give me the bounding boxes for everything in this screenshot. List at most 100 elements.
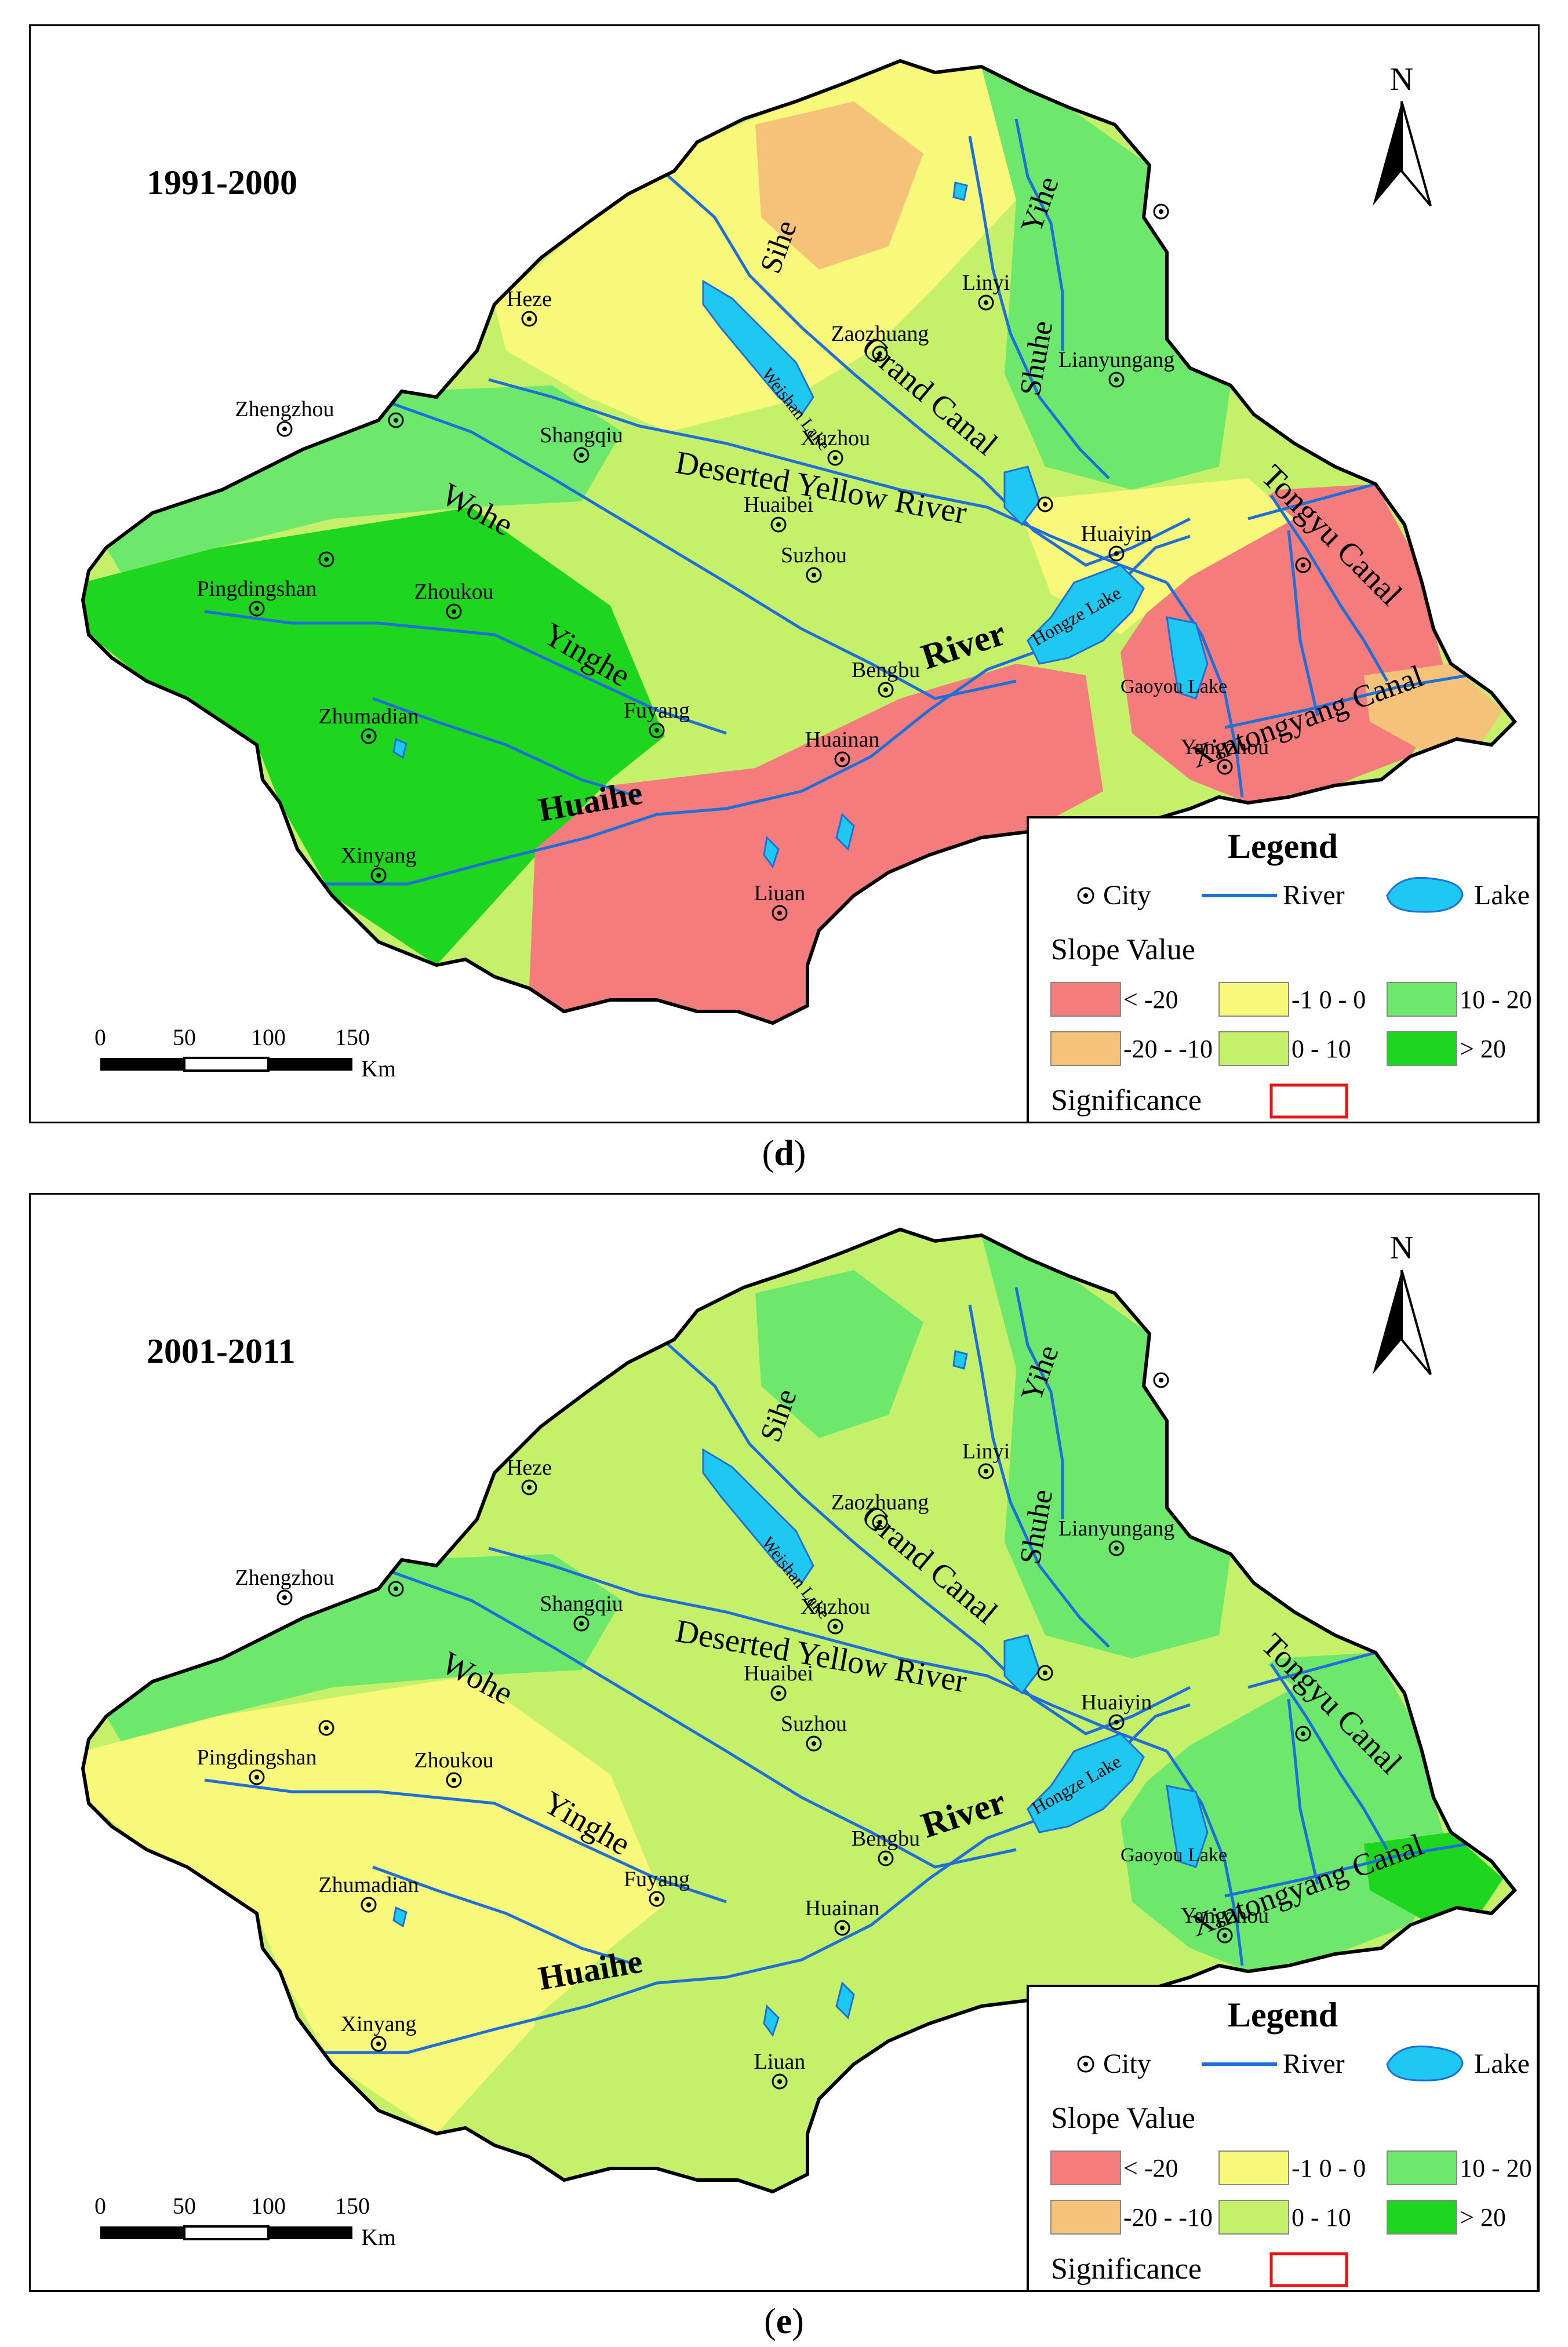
city-symbol xyxy=(1108,1714,1125,1730)
legend-class-label: < -20 xyxy=(1123,2154,1178,2182)
legend-lake-icon xyxy=(1386,2045,1464,2082)
river-line xyxy=(1269,1663,1389,1851)
legend-class-label: -1 0 - 0 xyxy=(1291,985,1366,1014)
city-dot xyxy=(1223,765,1227,769)
city-dot xyxy=(324,1726,329,1730)
north-label: N xyxy=(1390,1230,1413,1266)
city-symbol xyxy=(872,1514,888,1530)
basin-outline-e xyxy=(81,1227,1518,2194)
scale-segment xyxy=(183,1057,270,1072)
city-dot xyxy=(1114,377,1119,382)
river-line xyxy=(968,136,1110,479)
legend-swatch-c_lt_n20 xyxy=(1050,2150,1121,2185)
city-symbol xyxy=(1108,545,1125,562)
river-line xyxy=(1224,1842,1469,1898)
legend-class-label: 0 - 10 xyxy=(1291,2203,1351,2232)
city-label: Xinyang xyxy=(341,2012,417,2036)
slope-zone-west xyxy=(83,1676,697,2134)
legend-swatch-c_n20_n10 xyxy=(1050,1031,1121,1066)
legend-city-icon xyxy=(1077,887,1094,904)
caption-d: (d) xyxy=(762,1134,806,1173)
legend-title: Legend xyxy=(1228,1996,1338,2034)
city-dot xyxy=(812,1741,816,1746)
north-arrow-left xyxy=(1373,101,1402,206)
city-label: Fuyang xyxy=(624,698,690,723)
city-symbol xyxy=(277,421,293,437)
scale-tick-label: 100 xyxy=(251,1024,286,1050)
slope-zone-northeast xyxy=(981,67,1231,490)
lake-shape xyxy=(952,181,968,201)
city-dot xyxy=(777,2079,782,2084)
city-dot xyxy=(840,1926,845,1930)
lake-shape xyxy=(702,279,814,416)
city-symbol xyxy=(388,1581,404,1597)
legend-class-label: -1 0 - 0 xyxy=(1291,2154,1366,2182)
city-label: Huaiyin xyxy=(1081,1690,1152,1715)
city-symbol xyxy=(1037,1665,1053,1681)
city-label: Huaibei xyxy=(744,493,813,517)
river-line xyxy=(661,1338,1191,1735)
city-label: Zhumadian xyxy=(318,1873,419,1897)
city-dot xyxy=(777,911,782,915)
river-line xyxy=(390,1570,1017,1869)
scale-bar: 0 50 100 150 Km xyxy=(94,1024,396,1082)
river-line xyxy=(1165,1750,1244,1966)
legend-class-label: 0 - 10 xyxy=(1291,1035,1351,1063)
legend-river-label: River xyxy=(1283,880,1345,911)
city-symbol xyxy=(573,1615,590,1632)
legend-significance-label: Significance xyxy=(1051,1084,1202,1117)
feature-label-gaoyou_lake: Gaoyou Lake xyxy=(1120,1844,1227,1866)
legend-significance-swatch xyxy=(1269,2252,1348,2287)
scale-tick-label: 100 xyxy=(251,2193,286,2219)
city-dot xyxy=(452,1778,456,1782)
city-dot xyxy=(654,728,659,733)
city-symbol xyxy=(446,603,462,620)
city-dot xyxy=(840,757,845,762)
lake-shape xyxy=(835,1981,855,2019)
legend-lake-label: Lake xyxy=(1474,880,1530,911)
city-symbol xyxy=(978,294,994,311)
city-symbol xyxy=(277,1589,293,1606)
city-label: Zhengzhou xyxy=(235,1566,334,1590)
legend-swatch-c_lt_n20 xyxy=(1050,982,1121,1017)
city-dot xyxy=(324,557,329,562)
city-dot xyxy=(1043,502,1047,507)
city-symbol xyxy=(370,867,387,883)
city-label: Heze xyxy=(507,287,552,311)
city-symbol xyxy=(521,1479,537,1495)
lake-shape xyxy=(392,1906,408,1928)
legend-swatch-c0_10 xyxy=(1218,1031,1289,1066)
city-label: Huainan xyxy=(805,727,880,752)
slope-zone-northpatch xyxy=(755,101,923,270)
river-line xyxy=(372,1865,640,1967)
city-dot xyxy=(1114,1546,1119,1551)
city-symbol xyxy=(772,2073,788,2090)
north-arrow-icon: N xyxy=(1373,1230,1432,1376)
city-label: Xuzhou xyxy=(801,1595,870,1619)
city-dot xyxy=(1114,551,1119,556)
legend-title: Legend xyxy=(1228,827,1338,865)
scale-tick-label: 0 xyxy=(94,2193,106,2219)
city-dot xyxy=(376,873,381,878)
scale-segment xyxy=(100,2226,184,2239)
city-dot xyxy=(282,427,287,431)
city-dot xyxy=(282,1595,287,1600)
river-line xyxy=(1224,674,1469,729)
river-line xyxy=(1247,482,1376,521)
legend-class-label: 10 - 20 xyxy=(1460,985,1532,1014)
city-symbol xyxy=(1295,1726,1311,1742)
slope-zone-northwest xyxy=(106,385,622,577)
city-dot xyxy=(366,734,371,738)
slope-zone-northeast xyxy=(981,1235,1231,1658)
map-panel-e: Heze Linyi Zaozhuang Lianyungang Zhengzhou Sh… xyxy=(29,1193,1540,2292)
city-symbol xyxy=(1295,557,1311,573)
lakes-d xyxy=(392,181,1209,869)
slope-zone-northpatch xyxy=(755,1270,923,1438)
lake-shape xyxy=(1027,1733,1145,1833)
river-line xyxy=(390,401,1017,700)
city-label: Shangqiu xyxy=(540,1592,623,1616)
slope-zone-south xyxy=(529,664,1103,1023)
legend-swatch-c_gt20 xyxy=(1387,2200,1457,2235)
city-dot xyxy=(984,1469,988,1473)
scale-tick-label: 150 xyxy=(335,1024,370,1050)
